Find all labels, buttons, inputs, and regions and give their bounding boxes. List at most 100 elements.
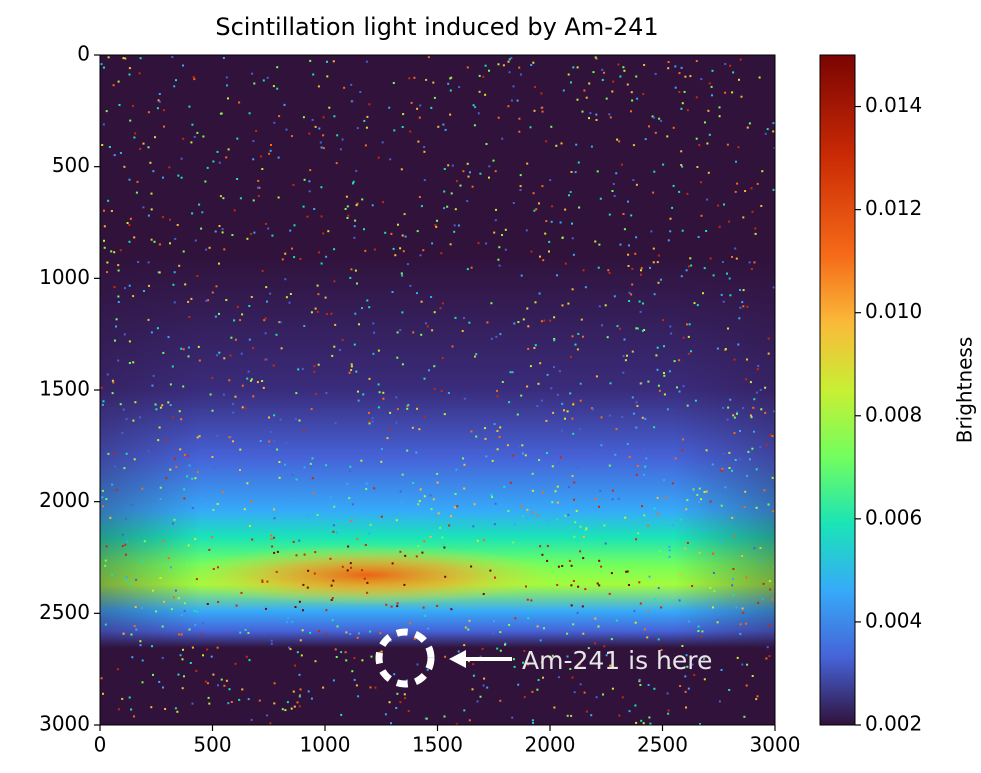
speckle [306,515,309,518]
speckle [384,713,387,716]
speckle [504,248,507,251]
speckle [142,206,145,209]
speckle [720,540,722,542]
speckle [245,655,248,658]
speckle [365,60,368,63]
speckle [456,505,459,508]
speckle [117,264,120,267]
speckle [348,371,351,374]
speckle [548,519,551,522]
speckle [476,539,479,542]
speckle [765,443,768,446]
speckle [364,544,367,546]
speckle [298,705,301,708]
speckle [627,265,630,267]
speckle [361,307,363,310]
speckle [489,569,492,572]
speckle [488,165,491,168]
speckle [194,477,197,480]
speckle [288,301,291,304]
speckle [444,575,447,578]
speckle [576,466,579,469]
speckle [622,355,625,358]
speckle [388,106,391,109]
speckle [247,370,250,373]
speckle [191,123,194,126]
speckle [660,649,663,651]
speckle [663,393,666,396]
speckle [433,388,436,390]
speckle [191,646,194,649]
speckle [756,368,759,371]
speckle [118,104,121,106]
speckle [766,128,769,131]
speckle [751,675,754,677]
speckle [106,261,109,264]
speckle [558,664,561,667]
speckle [603,71,605,74]
speckle [423,150,426,153]
speckle [686,404,689,407]
speckle [473,124,476,127]
speckle [642,722,645,725]
speckle [293,705,296,708]
speckle [221,491,224,494]
speckle [406,263,409,266]
speckle [207,299,210,302]
speckle [332,524,335,527]
speckle [678,72,681,75]
speckle [748,458,751,461]
speckle [450,608,453,611]
speckle [278,321,281,324]
speckle [340,713,343,716]
speckle [711,69,714,72]
speckle [562,89,565,92]
speckle [687,687,690,690]
speckle [239,197,242,200]
speckle [513,322,516,325]
speckle [669,230,672,233]
speckle [628,300,631,302]
speckle [553,338,556,340]
speckle [454,208,457,211]
speckle [626,443,629,445]
speckle [137,261,140,263]
speckle [131,656,134,659]
speckle [654,131,657,134]
speckle [712,571,715,574]
y-tick-label: 1000 [39,265,90,289]
speckle [597,625,600,628]
speckle [755,698,758,701]
speckle [484,64,487,67]
speckle [227,702,230,705]
speckle [708,133,711,136]
speckle [684,690,687,693]
speckle [573,481,576,484]
speckle [302,205,305,208]
speckle [311,118,314,121]
speckle [417,140,420,143]
speckle [693,302,696,305]
speckle [371,204,374,207]
speckle [589,112,592,115]
speckle [703,528,706,531]
speckle [533,209,536,212]
speckle [768,580,771,583]
speckle [269,722,272,725]
speckle [223,684,226,687]
speckle [190,297,193,300]
speckle [448,524,451,527]
speckle [531,511,534,514]
speckle [365,482,368,485]
speckle [722,300,725,303]
speckle [353,225,356,228]
speckle [628,584,630,586]
speckle [141,659,144,662]
speckle [310,466,313,468]
speckle [301,367,304,370]
speckle [647,610,650,613]
speckle [542,491,545,494]
speckle [260,155,263,158]
speckle [379,632,382,635]
speckle [434,224,437,227]
